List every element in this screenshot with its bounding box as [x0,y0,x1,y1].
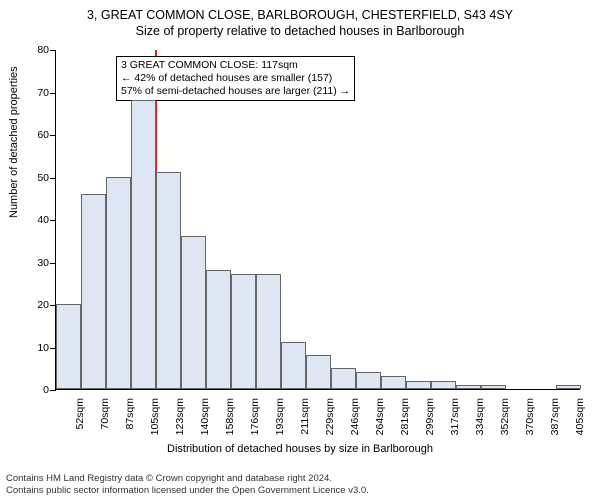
annotation-line: 3 GREAT COMMON CLOSE: 117sqm [121,59,350,72]
histogram-bar [306,355,331,389]
x-tick-label: 105sqm [149,398,161,443]
x-tick-label: 158sqm [224,398,236,443]
histogram-bar [206,270,231,389]
x-tick-label: 387sqm [549,398,561,443]
histogram-bar [181,236,206,389]
x-tick-label: 193sqm [274,398,286,443]
y-tick [50,263,56,264]
y-tick-label: 60 [24,129,49,141]
histogram-bar [381,376,406,389]
x-tick-label: 211sqm [299,398,311,443]
y-tick-label: 30 [24,257,49,269]
histogram-bar [256,274,281,389]
footer-line1: Contains HM Land Registry data © Crown c… [6,473,369,485]
y-tick-label: 50 [24,172,49,184]
y-tick-label: 10 [24,342,49,354]
x-tick-label: 264sqm [374,398,386,443]
x-tick-label: 70sqm [99,398,111,443]
histogram-bar [231,274,256,389]
chart-title-line2: Size of property relative to detached ho… [0,24,600,38]
x-tick-label: 140sqm [199,398,211,443]
histogram-bar [131,100,156,389]
annotation-box: 3 GREAT COMMON CLOSE: 117sqm ← 42% of de… [116,56,355,101]
histogram-bar [81,194,106,390]
y-tick-label: 0 [24,384,49,396]
y-tick [50,178,56,179]
x-tick-label: 52sqm [74,398,86,443]
x-tick-label: 334sqm [474,398,486,443]
histogram-bar [56,304,81,389]
x-tick-label: 370sqm [524,398,536,443]
x-tick-label: 405sqm [574,398,586,443]
x-tick-label: 299sqm [424,398,436,443]
histogram-bar [281,342,306,389]
histogram-bar [456,385,481,389]
x-tick-label: 281sqm [399,398,411,443]
y-tick [50,135,56,136]
y-tick [50,93,56,94]
histogram-bar [556,385,581,389]
chart-container: 3, GREAT COMMON CLOSE, BARLBOROUGH, CHES… [0,8,600,463]
x-tick-label: 176sqm [249,398,261,443]
histogram-bar [156,172,181,389]
y-tick [50,50,56,51]
annotation-line: ← 42% of detached houses are smaller (15… [121,72,350,85]
y-tick-label: 80 [24,44,49,56]
x-tick-label: 246sqm [349,398,361,443]
y-tick-label: 20 [24,299,49,311]
histogram-bar [406,381,431,390]
footer-line2: Contains public sector information licen… [6,485,369,497]
x-tick-label: 87sqm [124,398,136,443]
footer-text: Contains HM Land Registry data © Crown c… [6,473,369,497]
histogram-bar [356,372,381,389]
x-tick-label: 229sqm [324,398,336,443]
x-tick-label: 317sqm [449,398,461,443]
y-axis-label: Number of detached properties [8,66,20,218]
x-axis-label: Distribution of detached houses by size … [0,443,600,455]
histogram-bar [331,368,356,389]
annotation-line: 57% of semi-detached houses are larger (… [121,85,350,98]
y-tick-label: 40 [24,214,49,226]
histogram-bar [481,385,506,389]
y-tick [50,390,56,391]
x-tick-label: 123sqm [174,398,186,443]
plot-area: 3 GREAT COMMON CLOSE: 117sqm ← 42% of de… [55,50,580,390]
histogram-bar [106,177,131,390]
y-tick [50,220,56,221]
x-tick-label: 352sqm [499,398,511,443]
y-tick-label: 70 [24,87,49,99]
chart-title-line1: 3, GREAT COMMON CLOSE, BARLBOROUGH, CHES… [0,8,600,22]
histogram-bar [431,381,456,390]
